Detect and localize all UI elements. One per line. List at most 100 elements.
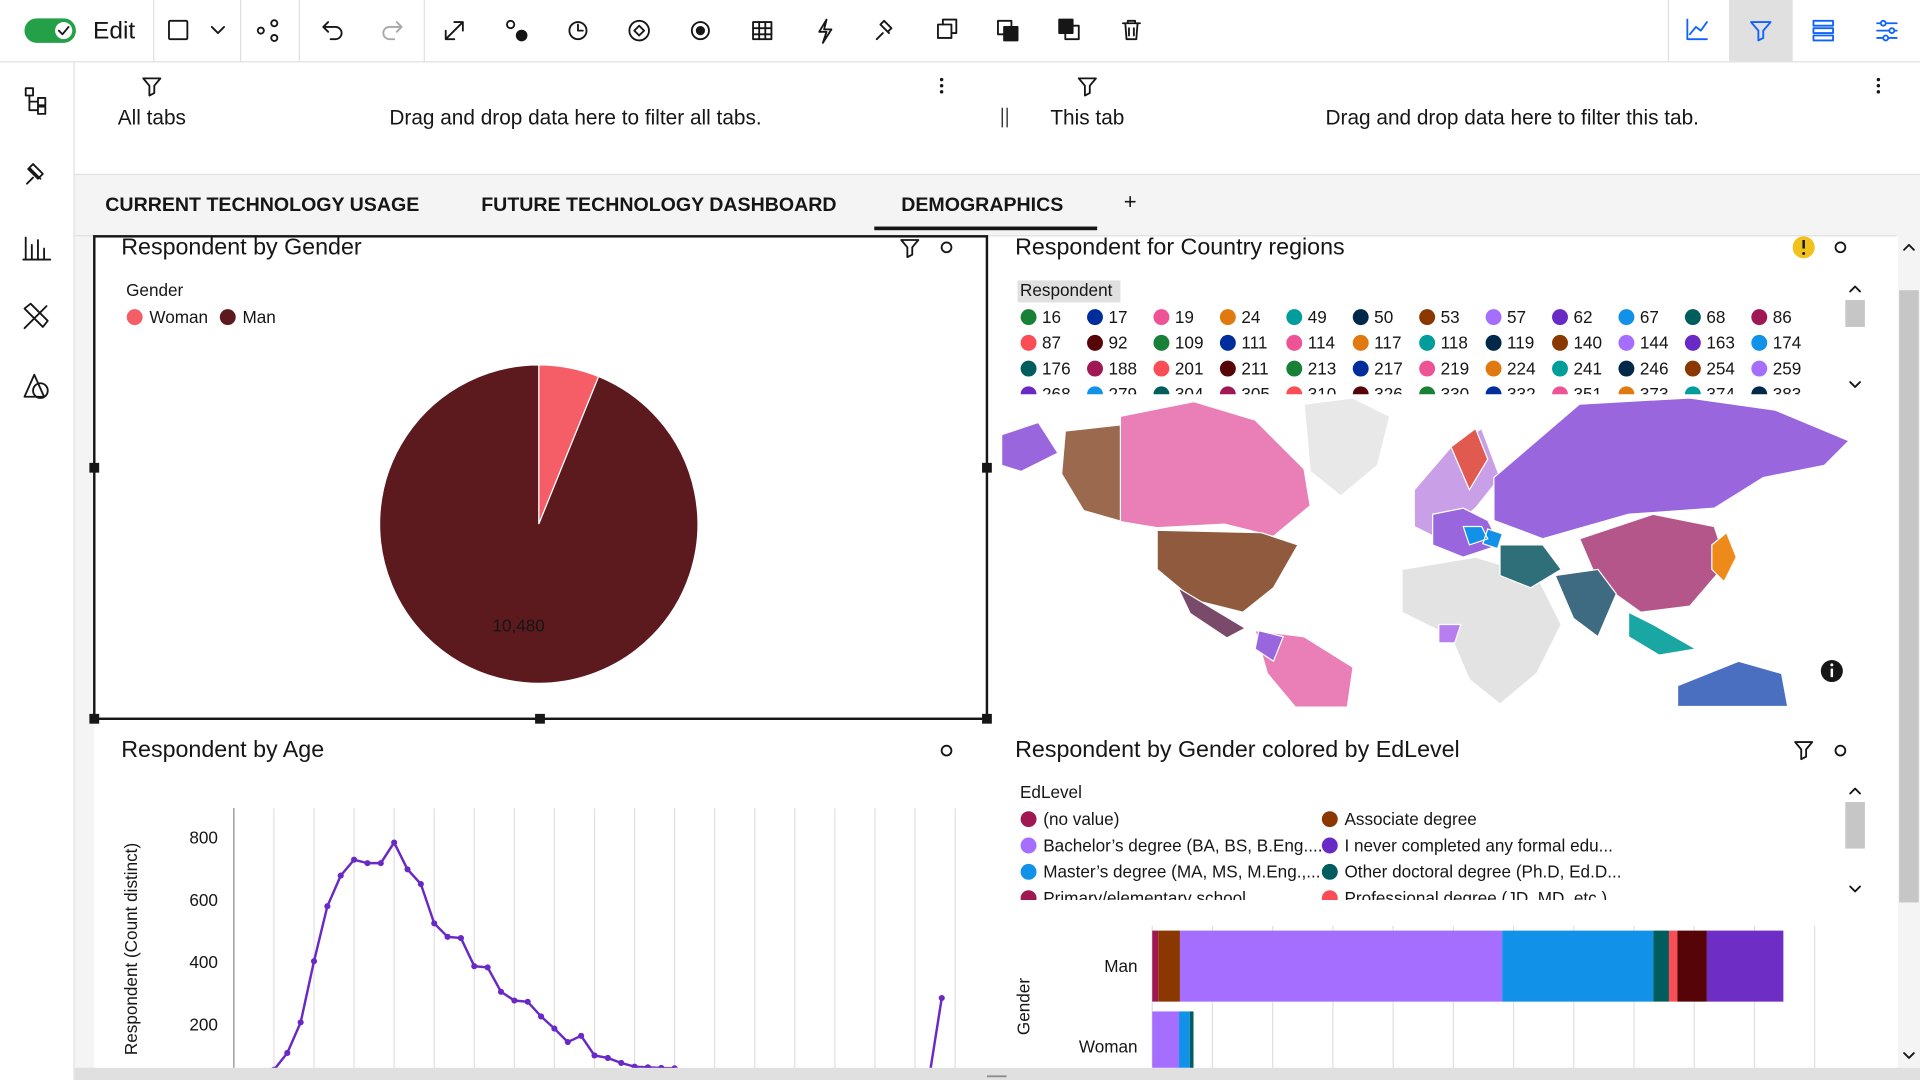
resize-handle[interactable] <box>89 713 100 724</box>
legend-label: I never completed any formal edu... <box>1344 835 1612 855</box>
toggle-check[interactable] <box>57 26 70 36</box>
target-icon[interactable] <box>628 19 650 42</box>
shapes-icon[interactable] <box>32 382 49 399</box>
target-icon[interactable] <box>633 24 645 37</box>
add-tab[interactable]: + <box>1124 189 1137 214</box>
tab[interactable]: DEMOGRAPHICS <box>901 194 1063 216</box>
share-icon[interactable] <box>270 19 279 28</box>
resize-handle[interactable] <box>535 713 545 724</box>
widget-filter[interactable] <box>900 239 920 259</box>
toggle-knob[interactable] <box>55 22 73 40</box>
scroll-arrow[interactable] <box>1903 243 1915 1059</box>
back-icon[interactable] <box>1058 18 1074 34</box>
tab[interactable]: CURRENT TECHNOLOGY USAGE <box>105 194 419 216</box>
y-axis-label: Gender <box>1013 978 1033 1035</box>
overflow-menu[interactable] <box>939 90 944 94</box>
info-icon[interactable] <box>1830 668 1834 678</box>
delete-icon[interactable] <box>1121 19 1141 41</box>
layout-icon[interactable] <box>1812 19 1834 27</box>
shapes-icon[interactable] <box>23 373 45 398</box>
legend-label: 109 <box>1175 333 1204 353</box>
widget[interactable]: Respondent by Gender colored by EdLevel E… <box>1013 736 1816 1080</box>
splitter[interactable] <box>1001 107 1008 128</box>
chart-icon[interactable] <box>22 236 52 261</box>
chart-icon[interactable] <box>1686 18 1708 41</box>
overflow-menu[interactable] <box>939 77 944 82</box>
pin-icon[interactable] <box>875 19 893 41</box>
layout-icon[interactable] <box>1812 27 1834 34</box>
legend-swatch <box>1087 360 1103 377</box>
save-icon[interactable] <box>168 19 189 41</box>
redo-icon[interactable] <box>382 21 403 41</box>
legend-label: 62 <box>1573 307 1592 327</box>
widget[interactable]: Respondent by Gender Gender Woman Man 10,480 <box>121 234 699 684</box>
node-icon[interactable] <box>515 29 528 42</box>
widget-settings[interactable] <box>1834 241 1847 254</box>
widget-icons[interactable] <box>900 239 1847 761</box>
widget-filter[interactable] <box>1794 741 1814 761</box>
filter-icon[interactable] <box>1750 21 1772 42</box>
clock-icon[interactable] <box>568 21 588 41</box>
point <box>471 963 478 970</box>
scroll-arrow[interactable] <box>1849 285 1861 388</box>
tab-underline <box>874 226 1098 231</box>
y-tick-label: Man <box>1104 956 1137 976</box>
overflow-menu[interactable] <box>1876 90 1881 94</box>
scrollbars[interactable] <box>1845 236 1920 1068</box>
resize-handle[interactable] <box>89 462 100 473</box>
widget[interactable]: Respondent by Age 200 400 600 800 Respondent … <box>121 736 956 1080</box>
settings-icon[interactable] <box>1888 27 1896 34</box>
collapse-icon[interactable] <box>444 21 464 41</box>
bolt-icon[interactable] <box>818 18 833 44</box>
overflow-menu[interactable] <box>1876 84 1881 88</box>
resize-handle[interactable] <box>982 462 992 473</box>
widget-settings[interactable] <box>940 241 953 254</box>
undo-icon[interactable] <box>322 21 343 41</box>
tabs: CURRENT TECHNOLOGY USAGE FUTURE TECHNOLOG… <box>105 189 1137 231</box>
legend-label: 49 <box>1308 307 1327 327</box>
info-icon[interactable] <box>1830 663 1834 667</box>
resize-handles[interactable] <box>89 462 992 724</box>
copy-icon[interactable] <box>941 18 958 34</box>
canvas-margin <box>74 236 95 1068</box>
tab[interactable]: FUTURE TECHNOLOGY DASHBOARD <box>481 194 836 216</box>
front-icon[interactable] <box>1003 26 1019 42</box>
widget-title: Respondent by Gender <box>121 234 362 260</box>
legend: (no value) Associate degree Bachelor’s deg… <box>1020 809 1621 900</box>
layout-icon[interactable] <box>1812 34 1834 42</box>
table-icon[interactable] <box>752 21 773 41</box>
share-icon[interactable] <box>270 33 279 42</box>
scroll-thumb[interactable] <box>1899 290 1919 903</box>
table-icon[interactable] <box>752 21 773 41</box>
legend-title-bg <box>1017 280 1121 303</box>
overflow-menu[interactable] <box>939 84 944 88</box>
legend-swatch <box>1618 386 1635 395</box>
warning-icon[interactable] <box>1802 252 1806 255</box>
legend-swatch <box>1020 863 1037 880</box>
toolbar-icons[interactable] <box>168 18 1898 44</box>
tools-icon[interactable] <box>23 302 49 330</box>
node-icon[interactable] <box>506 19 516 30</box>
refresh-icon[interactable] <box>690 21 710 41</box>
share-icon[interactable] <box>256 26 265 35</box>
warning-icon[interactable] <box>1802 240 1805 249</box>
resize-handle[interactable] <box>982 713 992 724</box>
refresh-icon[interactable] <box>695 26 705 36</box>
scroll-thumb[interactable] <box>1845 300 1865 327</box>
widget-settings[interactable] <box>1834 744 1847 757</box>
overflow-menu[interactable] <box>1876 77 1881 82</box>
y-axis-label: Respondent (Count distinct) <box>121 843 141 1055</box>
settings-icon[interactable] <box>1882 34 1890 42</box>
clock-icon[interactable] <box>577 23 584 32</box>
scroll-arrow[interactable] <box>1849 787 1861 893</box>
pin-icon[interactable] <box>26 163 44 185</box>
widget[interactable]: Respondent for Country regions Respondent… <box>1015 234 1802 404</box>
sidebar[interactable] <box>22 87 52 399</box>
scroll-thumb[interactable] <box>1845 802 1865 849</box>
dropdown-icon[interactable] <box>210 26 225 34</box>
settings-icon[interactable] <box>1879 19 1887 27</box>
point <box>431 920 438 927</box>
copy-icon[interactable] <box>937 23 953 39</box>
tree-icon[interactable] <box>24 87 47 115</box>
widget-settings[interactable] <box>940 744 953 757</box>
